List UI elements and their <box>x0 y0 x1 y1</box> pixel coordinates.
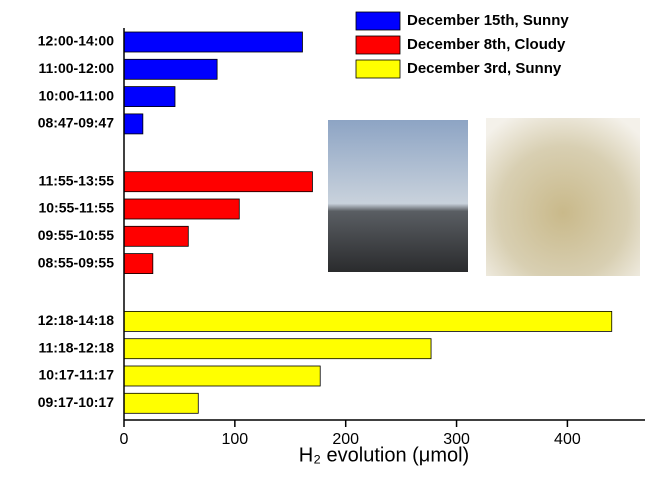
photo-vial <box>486 118 640 276</box>
y-tick-label: 11:55-13:55 <box>38 172 114 188</box>
y-tick-label: 08:55-09:55 <box>38 254 114 270</box>
bar <box>124 172 312 192</box>
y-tick-label: 11:18-12:18 <box>38 339 114 355</box>
bar <box>124 366 320 386</box>
y-tick-label: 11:00-12:00 <box>38 60 114 76</box>
x-tick-label: 200 <box>332 431 359 448</box>
bar <box>124 339 431 359</box>
legend-label: December 3rd, Sunny <box>407 60 562 77</box>
x-tick-label: 0 <box>120 431 129 448</box>
legend-label: December 8th, Cloudy <box>407 36 566 53</box>
bar <box>124 199 239 219</box>
y-tick-label: 10:00-11:00 <box>38 87 114 103</box>
y-tick-label: 09:55-10:55 <box>38 227 114 243</box>
y-tick-label: 10:55-11:55 <box>38 200 114 216</box>
legend-swatch <box>356 36 400 54</box>
y-tick-label: 12:00-14:00 <box>38 33 114 49</box>
bar <box>124 32 302 52</box>
bar <box>124 393 198 413</box>
bar <box>124 114 143 134</box>
page: H₂ evolution (μmol) 010020030040012:00-1… <box>0 0 648 496</box>
y-tick-label: 12:18-14:18 <box>38 312 114 328</box>
x-tick-label: 100 <box>221 431 248 448</box>
y-tick-label: 10:17-11:17 <box>38 367 114 383</box>
bar <box>124 254 153 274</box>
bar <box>124 59 217 79</box>
y-tick-label: 08:47-09:47 <box>38 115 114 131</box>
photo-outdoor <box>328 120 468 272</box>
chart: H₂ evolution (μmol) 010020030040012:00-1… <box>0 0 648 496</box>
x-tick-label: 400 <box>554 431 581 448</box>
y-tick-label: 09:17-10:17 <box>38 394 114 410</box>
x-tick-label: 300 <box>443 431 470 448</box>
bar <box>124 226 188 246</box>
bar <box>124 87 175 107</box>
legend-swatch <box>356 60 400 78</box>
legend-swatch <box>356 12 400 30</box>
legend-label: December 15th, Sunny <box>407 12 569 29</box>
bar <box>124 311 612 331</box>
